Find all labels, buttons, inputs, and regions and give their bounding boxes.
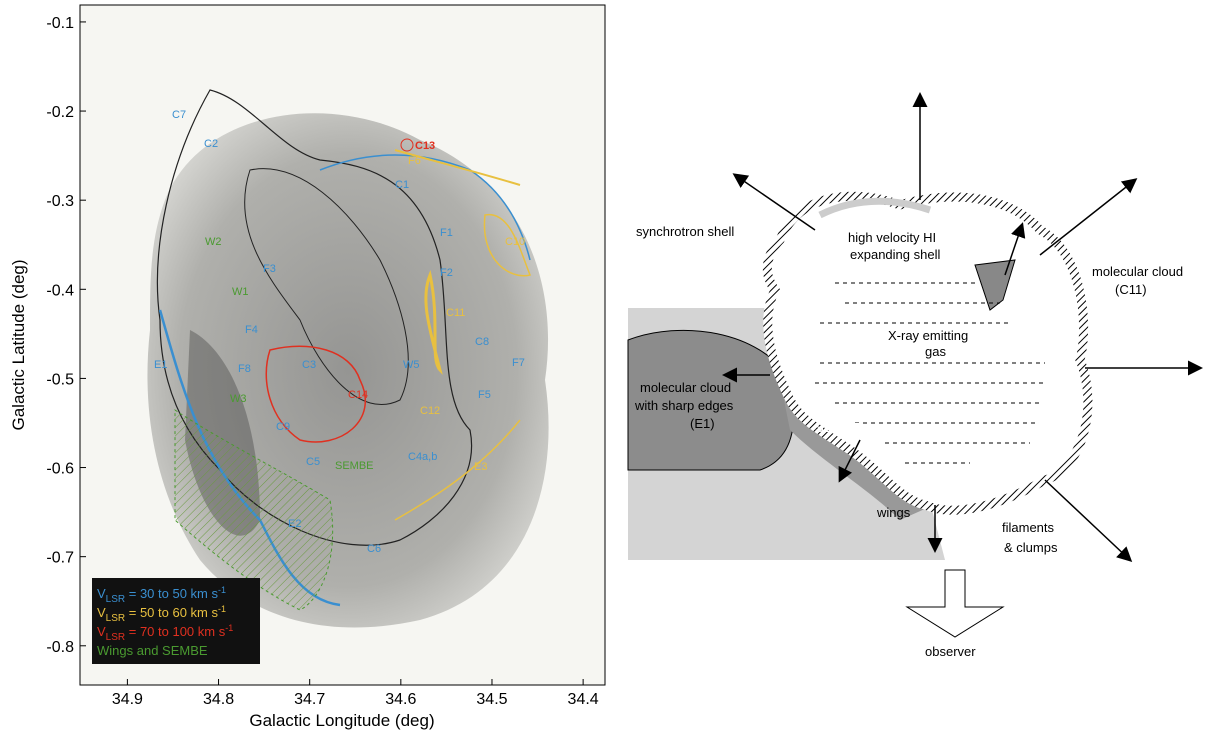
- y-tick-label: -0.2: [46, 104, 74, 121]
- region-label: E1: [154, 359, 167, 371]
- legend-text: -1: [218, 585, 226, 595]
- region-label: C12: [420, 405, 440, 417]
- region-label: C10: [505, 236, 525, 248]
- y-tick-label: -0.4: [46, 282, 74, 299]
- region-label: C4a,b: [408, 451, 437, 463]
- x-tick-label: 34.4: [568, 691, 599, 708]
- legend-entry: VLSR = 50 to 60 km s-1: [97, 604, 226, 624]
- axes: 34.9 34.8 34.7 34.6 34.5 34.4 -0.1 -0.2 -0.3 -0.4…: [46, 15, 598, 708]
- legend-text: LSR: [106, 613, 125, 624]
- diagram-label: X-ray emitting: [888, 328, 968, 343]
- legend-entry: Wings and SEMBE: [97, 643, 208, 658]
- dashes: [815, 282, 1045, 464]
- red-contour: [265, 345, 367, 443]
- yellow-contour: [483, 214, 532, 277]
- arrows: [722, 92, 1203, 563]
- legend-text: = 70 to 100 km s: [125, 624, 226, 639]
- legend-text: -1: [225, 623, 233, 633]
- legend-text: = 50 to 60 km s: [125, 605, 218, 620]
- legend-entry: VLSR = 30 to 50 km s-1: [97, 585, 226, 605]
- region-label: C13: [415, 140, 435, 152]
- x-tick-label: 34.7: [294, 691, 325, 708]
- green-wings: [174, 409, 334, 611]
- diagram-label: filaments: [1002, 520, 1055, 535]
- diagram-label: observer: [925, 644, 976, 659]
- y-tick-label: -0.7: [46, 550, 74, 567]
- diagram-label: synchrotron shell: [636, 224, 734, 239]
- diagram-label: wings: [876, 505, 911, 520]
- region-label: C3: [302, 359, 316, 371]
- y-tick-label: -0.5: [46, 371, 74, 388]
- legend-box: [92, 578, 260, 664]
- diagram-labels: synchrotron shell high velocity HI expan…: [634, 224, 1183, 659]
- legend-text: = 30 to 50 km s: [125, 586, 218, 601]
- observer-arrow: [905, 569, 1005, 638]
- region-label: F8: [238, 363, 251, 375]
- y-tick-label: -0.3: [46, 193, 74, 210]
- yellow-edge: [394, 419, 521, 521]
- region-label: C1: [395, 179, 409, 191]
- diagram-label: high velocity HI: [848, 230, 936, 245]
- y-tick-label: -0.1: [46, 15, 74, 32]
- region-label: F1: [440, 227, 453, 239]
- yellow-edge: [394, 149, 521, 186]
- x-tick-label: 34.6: [385, 691, 416, 708]
- legend-text: LSR: [106, 594, 125, 605]
- region-label: F7: [512, 357, 525, 369]
- region-label: F4: [245, 324, 258, 336]
- region-label: C2: [204, 138, 218, 150]
- region-label: C6: [367, 543, 381, 555]
- region-labels: C7 C2 C1 C13 F6 F1 C10 F2 W2 F3 W1 C11 F…: [154, 109, 525, 555]
- diagram-label: molecular cloud: [1092, 264, 1183, 279]
- region-label: F6: [408, 155, 421, 167]
- region-label: SEMBE: [335, 460, 374, 472]
- legend-text: LSR: [106, 632, 125, 643]
- region-label: F3: [263, 263, 276, 275]
- y-axis-label: Galactic Latitude (deg): [9, 259, 28, 430]
- legend-text: -1: [218, 604, 226, 614]
- region-label: C11: [446, 307, 465, 319]
- region-label: W3: [230, 393, 247, 405]
- y-tick-label: -0.8: [46, 639, 74, 656]
- diagram-label: expanding shell: [850, 247, 940, 262]
- contour: [244, 168, 409, 406]
- region-label: E2: [288, 518, 301, 530]
- x-tick-label: 34.5: [476, 691, 507, 708]
- diagram-label: SEMBE: [815, 420, 861, 435]
- region-label: C5: [306, 456, 320, 468]
- synchrotron-shell: [818, 197, 932, 219]
- molecular-cloud-c11: [974, 259, 1016, 311]
- x-axis-label: Galactic Longitude (deg): [249, 711, 434, 730]
- region-label: F2: [440, 267, 453, 279]
- diagram-label: molecular cloud: [640, 380, 731, 395]
- red-contour: [400, 138, 414, 152]
- legend-text: V: [97, 586, 106, 601]
- diagram-label: gas: [925, 344, 946, 359]
- diagram-label: (C11): [1115, 282, 1147, 297]
- region-label: W1: [232, 286, 249, 298]
- legend-text: Wings and SEMBE: [97, 643, 208, 658]
- x-tick-label: 34.8: [203, 691, 234, 708]
- region-label: E3: [474, 461, 487, 473]
- diagram-label: & clumps: [1004, 540, 1058, 555]
- region-label: W5: [403, 359, 420, 371]
- region-label: C7: [172, 109, 186, 121]
- contour: [156, 89, 473, 546]
- diagram-label: (E1): [690, 416, 715, 431]
- legend-text: V: [97, 624, 106, 639]
- region-label: C9: [276, 421, 290, 433]
- region-label: W2: [205, 236, 222, 248]
- yellow-contour: [424, 269, 443, 375]
- x-tick-label: 34.9: [112, 691, 143, 708]
- region-label: C8: [475, 336, 489, 348]
- legend-entry: VLSR = 70 to 100 km s-1: [97, 623, 233, 643]
- region-label: C14: [348, 389, 368, 401]
- legend-text: V: [97, 605, 106, 620]
- region-label: F5: [478, 389, 491, 401]
- y-tick-label: -0.6: [46, 461, 74, 478]
- diagram-label: with sharp edges: [634, 398, 734, 413]
